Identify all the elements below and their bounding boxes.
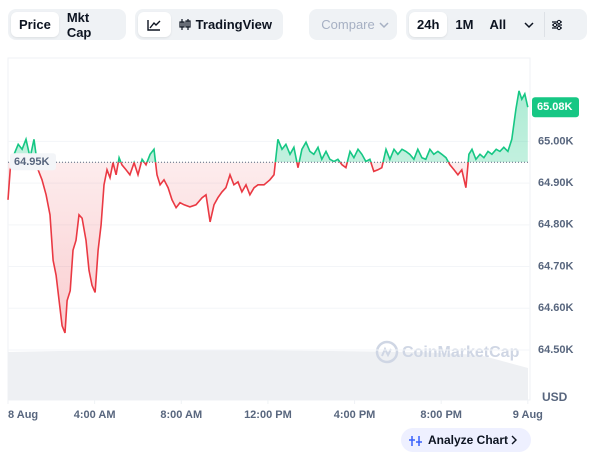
line-chart-button[interactable] <box>138 12 171 37</box>
chevron-icon <box>524 21 534 28</box>
y-tick-label: 64.50K <box>538 344 574 356</box>
mkt-cap-button[interactable]: Mkt Cap <box>66 9 92 40</box>
x-tick-label: 8:00 PM <box>420 409 462 421</box>
candle-icon <box>179 19 191 30</box>
chevron-icon <box>379 21 389 28</box>
range-button[interactable]: All <box>489 17 507 32</box>
volume-area <box>8 350 528 400</box>
x-tick-label: 9 Aug <box>513 409 543 421</box>
y-tick-label: 64.90K <box>538 177 574 189</box>
watermark-text: CoinMarketCap <box>402 344 520 361</box>
x-tick-label: 8:00 AM <box>160 409 202 421</box>
price-button[interactable]: Price <box>11 12 59 37</box>
analyze-icon <box>409 436 422 446</box>
x-tick-label: 4:00 PM <box>334 409 376 421</box>
y-tick-label: 64.60K <box>538 302 574 314</box>
metric-toggle: Price Mkt Cap <box>8 9 126 40</box>
compare-label: Compare <box>321 17 375 32</box>
tradingview-button[interactable]: TradingView <box>171 12 280 37</box>
analyze-button[interactable] <box>401 428 531 452</box>
y-tick-label: 64.70K <box>538 260 574 272</box>
settings-button[interactable] <box>544 12 569 37</box>
y-tick-label: 65.00K <box>538 135 574 147</box>
x-tick-label: 12:00 PM <box>244 409 292 421</box>
range-toggle: 24h 1M All <box>406 9 587 40</box>
last-price-tag <box>532 97 579 118</box>
line-icon <box>147 19 161 31</box>
last-price-label: 65.08K <box>537 101 573 113</box>
area-down <box>8 162 469 333</box>
range-more-button[interactable] <box>514 12 544 37</box>
range-button[interactable]: 24h <box>409 12 448 37</box>
chart-style-toggle: TradingView <box>135 9 283 40</box>
x-tick-label: 4:00 AM <box>74 409 116 421</box>
analyze-label: Analyze Chart <box>428 433 508 447</box>
price-line-up <box>11 90 529 163</box>
analyze-arrow <box>511 435 517 445</box>
baseline-tag <box>10 153 56 171</box>
x-tick-label: 8 Aug <box>8 409 38 421</box>
tradingview-label: TradingView <box>195 17 272 32</box>
price-line-down <box>7 162 469 334</box>
baseline-label: 64.95K <box>14 156 50 168</box>
settings-icon <box>552 19 563 30</box>
y-axis-label: USD <box>542 390 568 404</box>
watermark: CoinMarketCap <box>375 340 520 364</box>
compare-button[interactable]: Compare <box>309 9 397 40</box>
range-button[interactable]: 1M <box>455 17 474 32</box>
y-tick-label: 64.80K <box>538 219 574 231</box>
